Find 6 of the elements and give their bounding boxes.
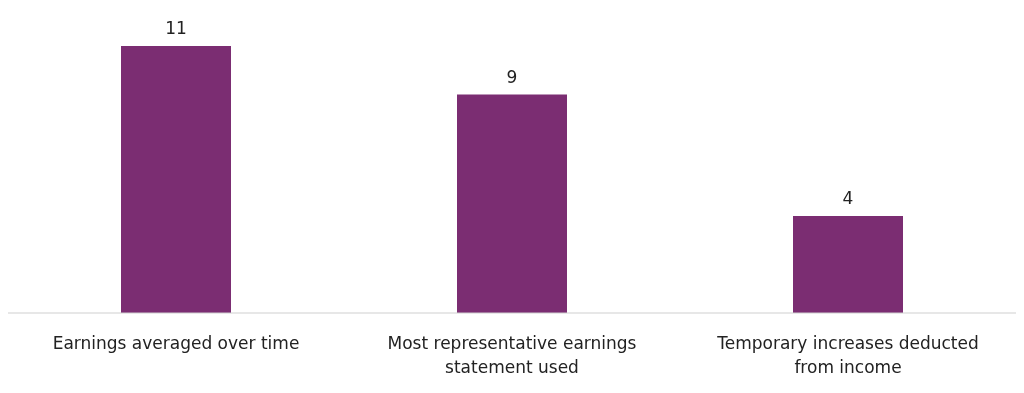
- x-tick-label: Most representative earnings statement used: [387, 333, 637, 377]
- data-label: 4: [842, 187, 854, 208]
- data-label: 11: [165, 18, 187, 38]
- data-label: 9: [506, 66, 518, 87]
- x-tick-label: Temporary increases deducted from income: [716, 333, 979, 377]
- x-tick-label: Earnings averaged over time: [52, 333, 300, 353]
